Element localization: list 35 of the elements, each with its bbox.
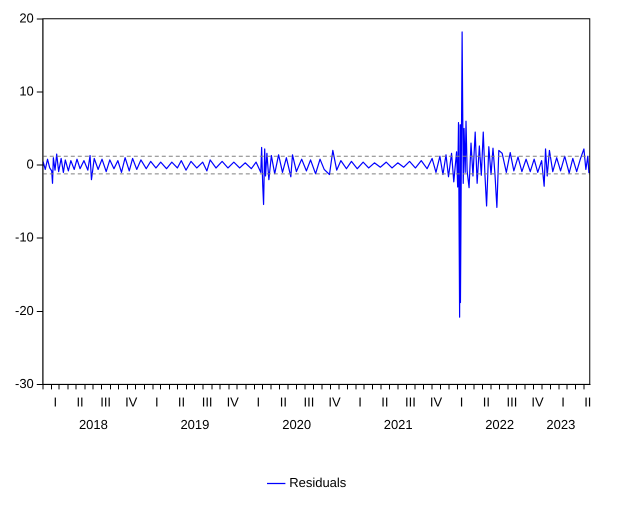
text: IV [430,394,442,410]
x-tick-label: 2022 [485,416,514,432]
x-tick-label: 2019 [180,416,210,432]
text: IV [125,394,138,410]
legend-label: Residuals [289,475,347,490]
text: II [76,394,84,410]
text: II [381,394,388,410]
x-tick-label: 2023 [546,416,576,432]
y-tick-label: -20 [14,302,34,318]
text: II [280,394,287,410]
text: I [256,394,260,410]
text: II [584,394,592,410]
text: I [53,394,58,410]
text: I [154,394,159,410]
x-tick-label: 2018 [78,416,108,432]
y-tick-label: -10 [14,230,34,245]
text: I [460,394,464,410]
text: IV [328,394,341,410]
text: IV [226,394,240,410]
text: III [202,394,213,410]
y-tick-label: -30 [14,376,34,391]
text: I [358,394,362,410]
text: III [303,394,314,410]
text: IV [531,394,544,410]
text: II [482,394,490,410]
x-tick-label: 2021 [384,416,413,432]
text: III [404,394,416,410]
text: II [178,394,186,410]
x-tick-label: 2020 [282,416,312,432]
y-tick-label: 10 [19,84,34,98]
text: I [561,394,565,410]
y-tick-label: 0 [26,156,34,172]
y-tick-label: 20 [19,10,34,26]
text: III [506,394,518,410]
text: III [100,394,112,410]
